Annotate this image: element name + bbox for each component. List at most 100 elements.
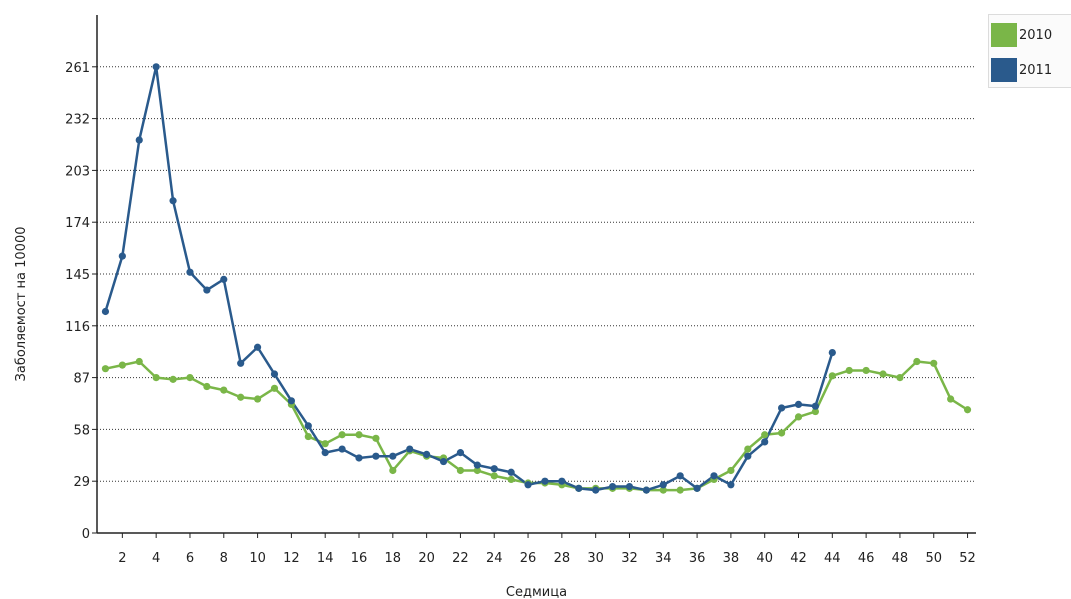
data-point-2010 [761,431,769,439]
series-line-2010 [105,360,969,492]
data-point-2011 [389,452,397,460]
data-point-2011 [524,481,532,489]
data-point-2010 [659,486,667,494]
data-point-2010 [896,374,904,382]
data-point-2011 [186,268,194,276]
data-point-2011 [304,422,312,430]
data-point-2010 [118,361,126,369]
data-point-2011 [761,438,769,446]
data-point-2011 [676,472,684,480]
data-point-2010 [963,406,972,414]
data-point-2011 [575,484,583,492]
x-axis-label: Седмица [506,585,567,599]
x-tick-label: 32 [621,551,638,566]
data-point-2011 [794,400,803,408]
data-point-2010 [186,374,194,382]
data-point-2010 [913,357,921,366]
data-point-2011 [169,197,177,205]
data-point-2011 [507,468,515,476]
data-point-2010 [355,431,363,439]
x-tick-label: 38 [723,551,740,566]
data-point-2010 [304,432,312,441]
data-point-2011 [744,452,752,460]
data-point-2010 [389,466,397,475]
series-points [101,63,972,494]
x-tick-label: 50 [925,551,942,566]
series-lines [104,65,969,492]
data-point-2010 [135,357,143,366]
x-tick-label: 4 [152,551,160,566]
legend: 2010 2011 [988,14,1071,88]
y-tick-label: 29 [73,475,90,490]
x-tick-label: 8 [220,551,228,566]
data-point-2010 [203,382,211,391]
data-point-2010 [930,359,938,367]
data-point-2010 [456,466,465,475]
data-point-2010 [879,370,887,378]
data-point-2011 [625,482,634,491]
x-tick-label: 16 [351,551,368,566]
x-tick-label: 40 [756,551,773,566]
x-tick-label: 48 [892,551,909,566]
axes [96,15,976,538]
data-point-2011 [338,445,346,453]
data-point-2011 [101,307,110,316]
data-point-2011 [456,449,465,457]
y-tick-label: 87 [73,372,90,387]
y-tick-labels: 0 29 58 87 116 145 174 203 232 261 [65,61,90,542]
y-tick-label: 116 [65,320,90,335]
data-point-2010 [338,431,346,439]
data-point-2010 [152,374,160,382]
x-tick-label: 30 [587,551,604,566]
y-axis-label: Заболяемост на 10000 [14,227,29,382]
data-point-2011 [592,486,600,494]
data-point-2011 [406,445,414,453]
data-point-2011 [558,477,566,485]
data-point-2011 [778,404,786,412]
legend-item-2011: 2011 [991,56,1052,84]
legend-label-2011: 2011 [1019,62,1053,78]
x-tick-label: 44 [824,551,841,566]
series-line-2011 [104,65,834,492]
data-point-2010 [744,445,752,453]
legend-swatch-2011 [991,58,1017,82]
y-tick-label: 232 [65,113,90,128]
data-point-2010 [676,486,684,494]
data-point-2011 [423,450,431,459]
x-tick-label: 28 [554,551,571,566]
data-point-2010 [794,413,803,421]
grid-lines [92,66,976,534]
data-point-2011 [152,63,160,71]
data-point-2010 [237,393,245,401]
data-point-2011 [541,477,549,485]
y-tick-label: 58 [73,423,90,438]
x-tick-labels: 2 4 6 8 10 12 14 16 18 20 22 24 26 28 30 32 34 36 38 40 42 44… [118,551,976,566]
data-point-2011 [693,484,701,492]
data-point-2011 [237,359,245,367]
x-tick-label: 6 [186,551,194,566]
x-tick-label: 52 [959,551,976,566]
x-tick-label: 10 [249,551,266,566]
data-point-2010 [372,434,380,442]
data-point-2011 [355,454,363,462]
data-point-2011 [710,472,718,480]
y-tick-label: 174 [65,216,90,231]
data-point-2011 [473,461,481,469]
x-tick-label: 20 [418,551,435,566]
data-point-2011 [811,402,820,410]
data-point-2011 [220,275,228,283]
y-tick-label: 0 [82,527,90,542]
x-tick-label: 14 [317,551,334,566]
data-point-2011 [659,481,667,489]
data-point-2011 [287,397,295,405]
data-point-2010 [828,372,836,380]
x-tick-label: 42 [790,551,807,566]
data-point-2011 [270,370,279,378]
data-point-2011 [828,348,836,357]
x-tick-label: 24 [486,551,503,566]
legend-item-2010: 2010 [991,21,1052,49]
x-tick-label: 26 [520,551,537,566]
data-point-2011 [727,481,735,489]
data-point-2010 [220,386,228,394]
